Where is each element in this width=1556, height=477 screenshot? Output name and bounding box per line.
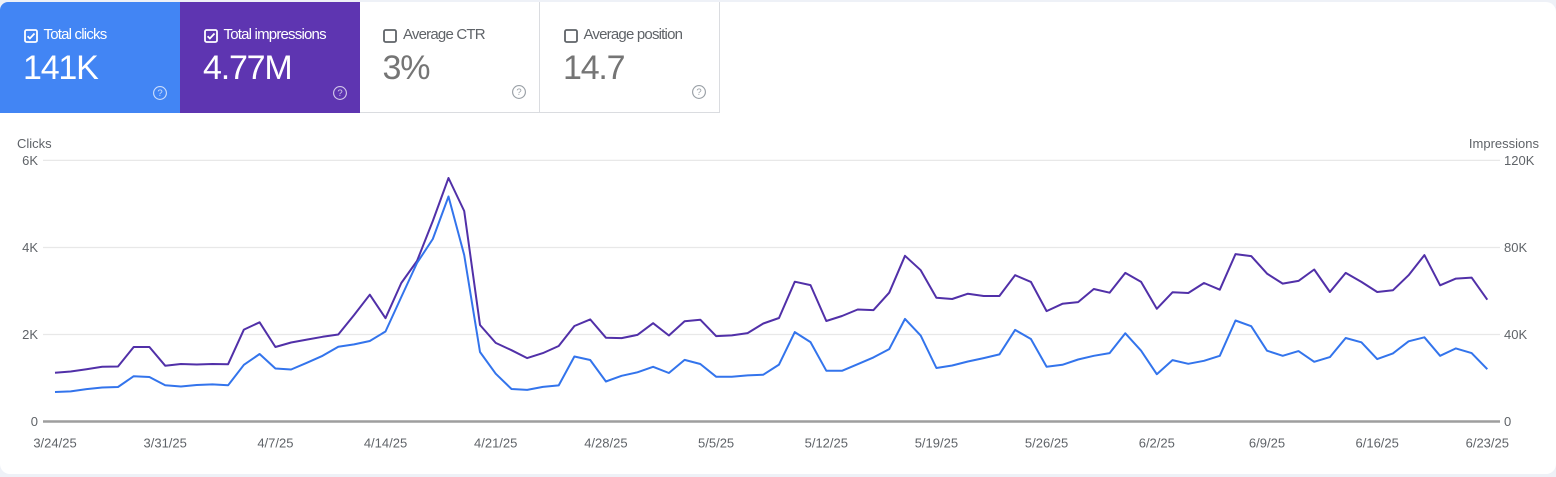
svg-text:5/5/25: 5/5/25: [698, 436, 734, 451]
svg-text:3/31/25: 3/31/25: [144, 436, 187, 451]
svg-text:80K: 80K: [1504, 240, 1527, 255]
svg-text:?: ?: [696, 87, 701, 98]
svg-text:?: ?: [157, 88, 162, 99]
svg-text:5/26/25: 5/26/25: [1025, 436, 1068, 451]
svg-text:Impressions: Impressions: [1469, 136, 1540, 151]
svg-text:2K: 2K: [22, 327, 38, 342]
svg-text:4/28/25: 4/28/25: [584, 436, 627, 451]
svg-text:0: 0: [1504, 414, 1511, 429]
svg-text:4/7/25: 4/7/25: [257, 436, 293, 451]
svg-text:4K: 4K: [22, 240, 38, 255]
svg-text:6K: 6K: [22, 153, 38, 168]
svg-text:6/9/25: 6/9/25: [1249, 436, 1285, 451]
svg-text:?: ?: [516, 87, 521, 98]
svg-text:120K: 120K: [1504, 153, 1535, 168]
svg-text:3/24/25: 3/24/25: [33, 436, 76, 451]
svg-text:5/19/25: 5/19/25: [915, 436, 958, 451]
svg-text:6/23/25: 6/23/25: [1466, 436, 1509, 451]
svg-text:4/21/25: 4/21/25: [474, 436, 517, 451]
svg-text:4/14/25: 4/14/25: [364, 436, 407, 451]
svg-text:5/12/25: 5/12/25: [805, 436, 848, 451]
svg-text:6/2/25: 6/2/25: [1139, 436, 1175, 451]
svg-text:?: ?: [337, 88, 342, 99]
svg-text:0: 0: [31, 414, 38, 429]
svg-text:40K: 40K: [1504, 327, 1527, 342]
svg-text:Clicks: Clicks: [17, 136, 52, 151]
svg-text:6/16/25: 6/16/25: [1356, 436, 1399, 451]
